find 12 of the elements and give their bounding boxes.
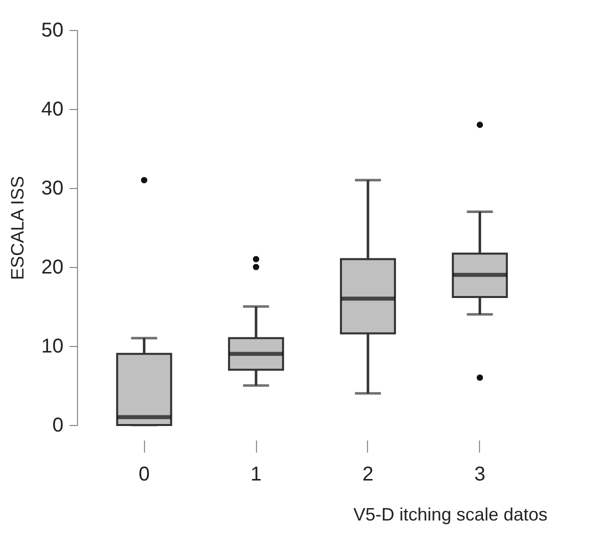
x-tick-label: 2 [362, 464, 374, 486]
y-tick-label: 50 [41, 20, 64, 42]
y-tick-label: 40 [41, 98, 64, 120]
y-axis-title: ESCALA ISS [7, 176, 28, 280]
x-tick-label: 3 [474, 464, 486, 486]
y-tick-label: 10 [41, 336, 64, 358]
x-tick-label: 0 [138, 464, 150, 486]
y-tick-label: 30 [41, 178, 64, 200]
y-tick-label: 20 [41, 256, 64, 278]
x-axis-title: V5-D itching scale datos [353, 504, 548, 524]
x-tick-label: 1 [250, 464, 262, 486]
y-tick-label: 0 [52, 414, 64, 436]
